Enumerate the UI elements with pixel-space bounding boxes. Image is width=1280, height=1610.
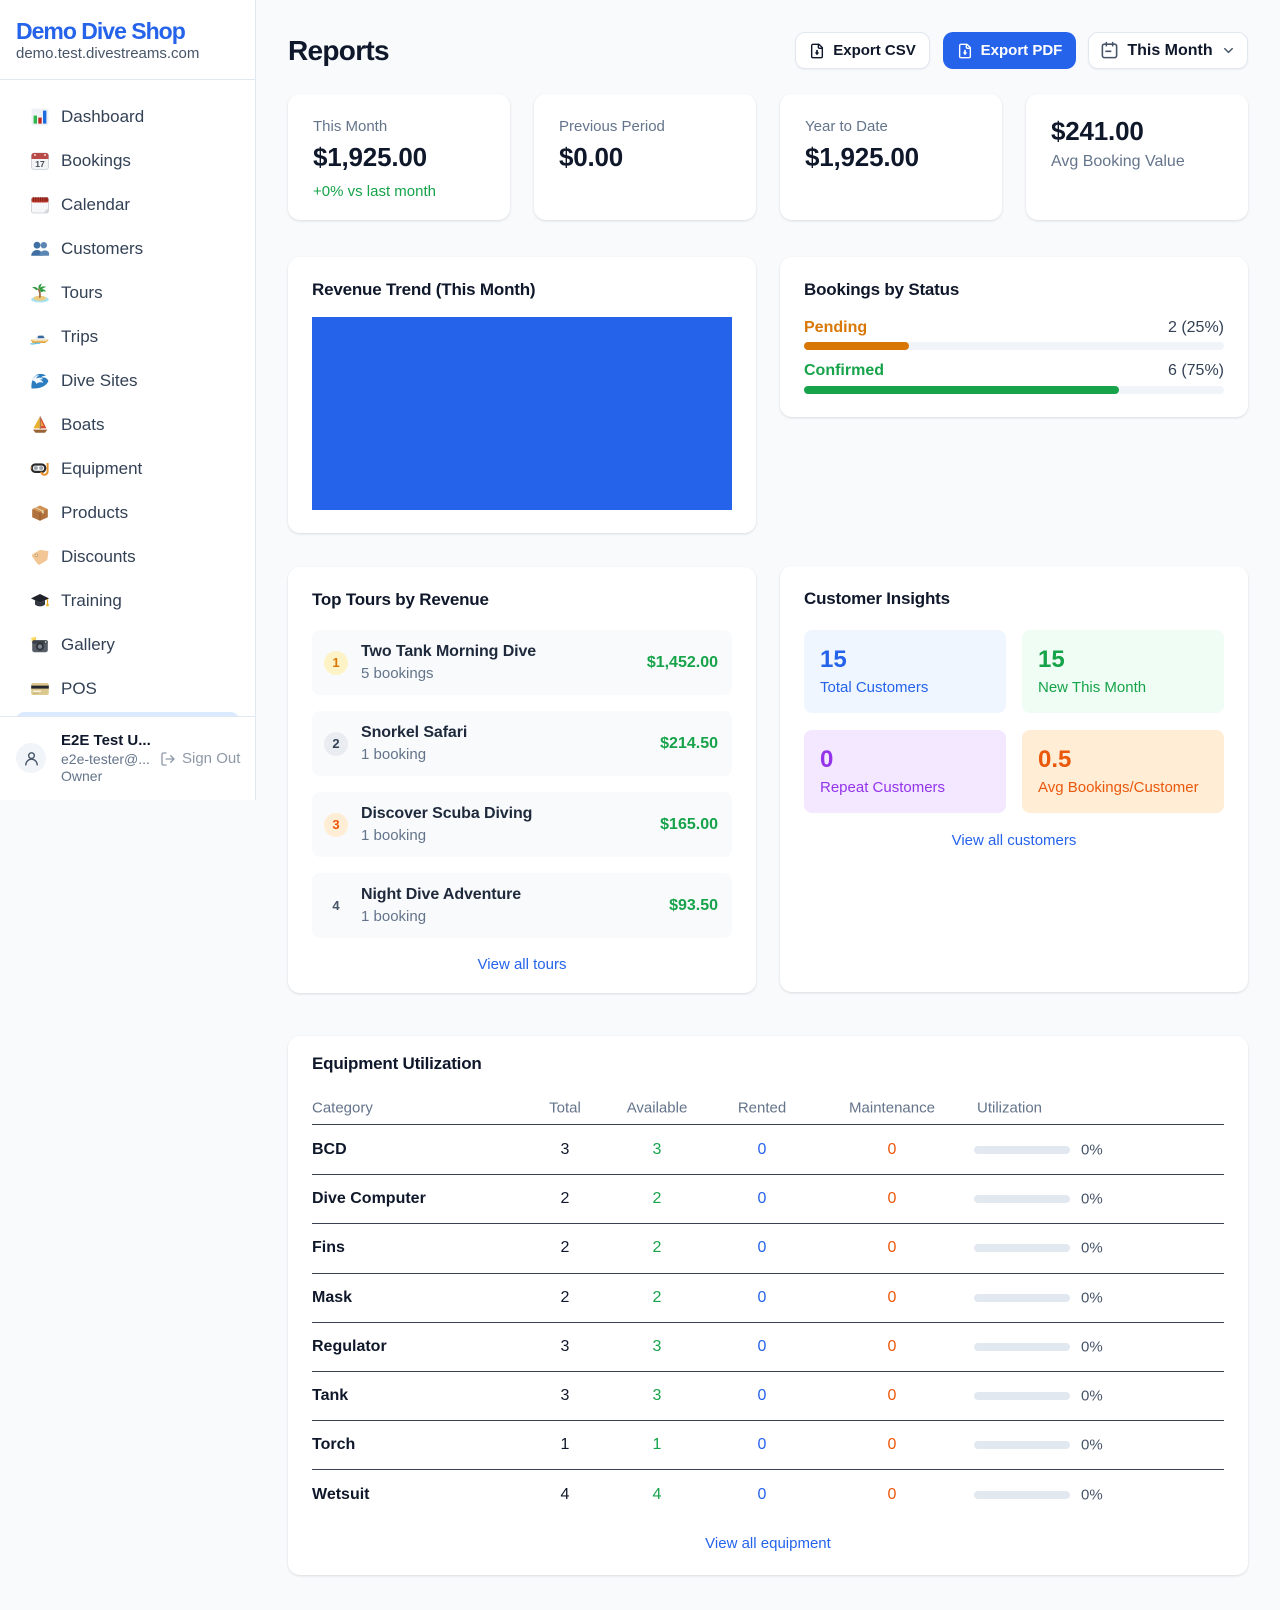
svg-text:17: 17 [35,159,45,169]
